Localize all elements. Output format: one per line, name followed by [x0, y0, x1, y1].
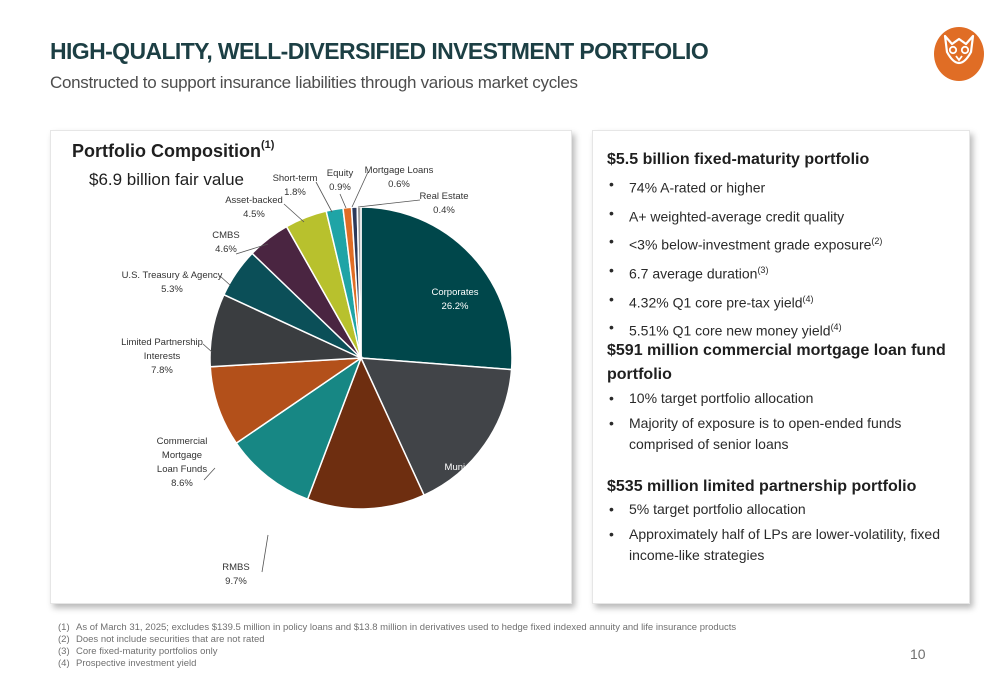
slice-label: CMBS 4.6%	[212, 230, 239, 255]
section-heading-fixed-maturity: $5.5 billion fixed-maturity portfolio	[607, 151, 870, 168]
leader-line	[357, 199, 421, 208]
footnote: (2) Does not include securities that are …	[58, 634, 265, 645]
leader-line	[283, 203, 305, 223]
slice-label: Limited Partnership Interests 7.8%	[121, 337, 203, 376]
slice-label: U.S. Treasury & Agency 5.3%	[122, 270, 223, 295]
bullet-item: Majority of exposure is to open-ended fu…	[607, 413, 957, 455]
bullet-item: 5.51% Q1 core new money yield(4)	[607, 317, 957, 342]
footnotes: (1) As of March 31, 2025; excludes $139.5…	[58, 622, 878, 670]
bullet-item: 6.7 average duration(3)	[607, 260, 957, 285]
section-heading-limited-partnership: $535 million limited partnership portfol…	[607, 478, 917, 495]
page-subtitle: Constructed to support insurance liabili…	[50, 73, 578, 92]
leader-line	[202, 343, 213, 353]
slice-label: Short-term 1.8%	[273, 173, 318, 198]
page-title: HIGH-QUALITY, WELL-DIVERSIFIED INVESTMEN…	[50, 38, 709, 64]
bullet-item: A+ weighted-average credit quality	[607, 203, 957, 228]
bullets-mortgage-loan-fund: 10% target portfolio allocation Majority…	[607, 388, 957, 459]
chart-title-text: Portfolio Composition	[72, 141, 261, 161]
section-heading-mortgage-loan-fund: $591 million commercial mortgage loan fu…	[607, 342, 946, 383]
chart-title-footnote: (1)	[260, 139, 275, 151]
footnote: (3) Core fixed-maturity portfolios only	[58, 646, 218, 657]
slice-label: CLO 12.6%	[352, 541, 379, 566]
slice-label: Commercial Mortgage Loan Funds 8.6%	[157, 436, 208, 489]
chart-title: Portfolio Composition(1)	[72, 139, 275, 162]
leader-line	[315, 181, 333, 213]
bullet-item: <3% below-investment grade exposure(2)	[607, 231, 957, 256]
pie-chart: Corporates 26.2% Municipals 16.9% CLO 12.6% RM…	[121, 165, 513, 587]
leader-line	[351, 171, 369, 208]
slice-label: RMBS 9.7%	[222, 562, 249, 587]
slice-label: Corporates 26.2%	[432, 287, 479, 312]
slice-label: Municipals 16.9%	[445, 462, 490, 487]
bullet-item: 74% A-rated or higher	[607, 174, 957, 199]
owl-logo-icon	[934, 27, 984, 81]
bullets-fixed-maturity: 74% A-rated or higher A+ weighted-averag…	[607, 174, 957, 346]
pie-slice-clo	[306, 356, 426, 510]
bullet-item: 10% target portfolio allocation	[607, 388, 957, 409]
footnote: (4) Prospective investment yield	[58, 658, 197, 669]
chart-subtitle: $6.9 billion fair value	[89, 170, 244, 189]
leader-line	[235, 243, 269, 255]
page-number: 10	[910, 646, 926, 662]
bullet-item: 5% target portfolio allocation	[607, 499, 957, 520]
bullet-item: 4.32% Q1 core pre-tax yield(4)	[607, 289, 957, 314]
slice-label: Real Estate 0.4%	[419, 191, 468, 216]
pie-slice-corporates	[360, 206, 513, 371]
leader-line	[261, 534, 269, 573]
bullet-item: Approximately half of LPs are lower-vola…	[607, 524, 957, 566]
slice-label: Equity 0.9%	[327, 168, 354, 193]
pie-slice-rmbs	[235, 356, 363, 501]
footnote: (1) As of March 31, 2025; excludes $139.5…	[58, 622, 737, 633]
leader-line	[203, 467, 216, 481]
leader-line	[339, 193, 347, 209]
slice-label: Asset-backed 4.5%	[225, 195, 283, 220]
slice-label: Mortgage Loans 0.6%	[365, 165, 434, 190]
leader-line	[219, 275, 231, 286]
bullets-limited-partnership: 5% target portfolio allocation Approxima…	[607, 499, 957, 570]
pie-slice-municipals	[359, 357, 513, 497]
